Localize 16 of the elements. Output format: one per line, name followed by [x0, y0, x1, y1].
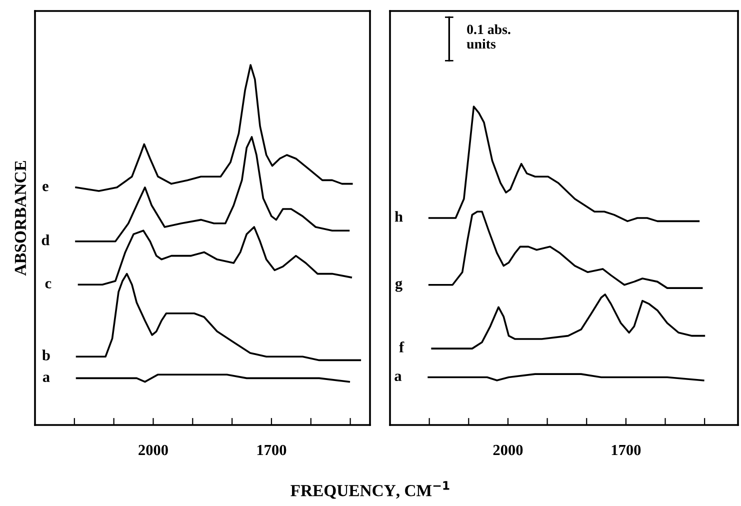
series-label: d	[42, 234, 50, 246]
x-tick-label: 1700	[612, 444, 641, 456]
x-axis-title: FREQUENCY, CM$^{−1}$	[290, 481, 450, 499]
series-label: h	[394, 211, 403, 222]
series-label: b	[42, 350, 50, 360]
x-tick-label: 2000	[493, 444, 523, 456]
series-label: a	[42, 374, 50, 382]
text: 0.1 abs. units	[466, 24, 510, 49]
series-label: a	[394, 374, 402, 382]
series-label: c	[45, 281, 52, 288]
x-tick-label: 1700	[257, 444, 286, 456]
series-label: e	[42, 184, 48, 192]
series-label: g	[395, 280, 402, 292]
series-label: f	[399, 341, 404, 352]
x-tick-label: 2000	[138, 444, 168, 456]
y-axis-title: ABSORBANCE	[14, 160, 26, 276]
